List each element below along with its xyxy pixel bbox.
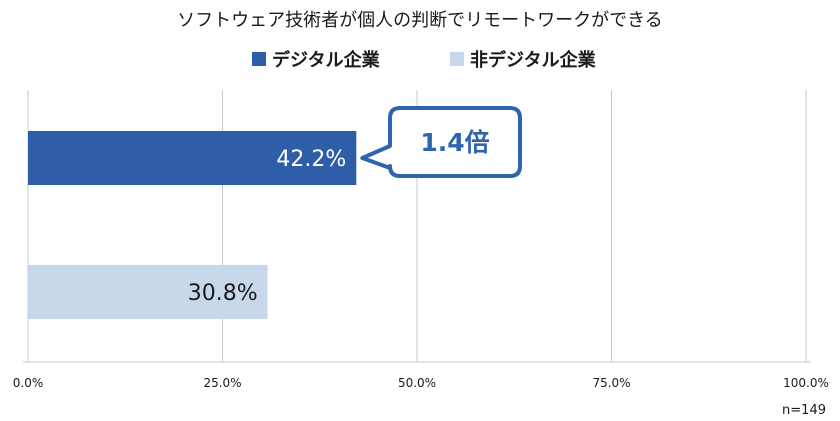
- x-tick-label: 100.0%: [783, 376, 829, 390]
- x-tick-label: 0.0%: [13, 376, 44, 390]
- legend-swatch: [450, 52, 464, 66]
- x-tick-label: 25.0%: [203, 376, 241, 390]
- x-tick-label: 50.0%: [398, 376, 436, 390]
- sample-size: n=149: [782, 403, 826, 418]
- legend: デジタル企業 非デジタル企業: [252, 49, 597, 71]
- bar: [28, 265, 268, 319]
- chart-title: ソフトウェア技術者が個人の判断でリモートワークができる: [177, 10, 663, 31]
- x-axis-ticks: 0.0% 25.0% 50.0% 75.0% 100.0%: [13, 376, 829, 390]
- legend-label: 非デジタル企業: [470, 49, 597, 71]
- legend-label: デジタル企業: [272, 49, 381, 71]
- x-tick-label: 75.0%: [592, 376, 630, 390]
- bar: [28, 131, 357, 185]
- bar-value-label: 30.8%: [188, 281, 258, 306]
- bars: 42.2% 30.8%: [28, 131, 357, 319]
- callout-bubble: [360, 106, 522, 178]
- legend-swatch: [252, 52, 266, 66]
- callout: 1.4倍: [360, 106, 522, 178]
- bar-value-label: 42.2%: [276, 147, 346, 172]
- callout-text: 1.4倍: [420, 128, 489, 157]
